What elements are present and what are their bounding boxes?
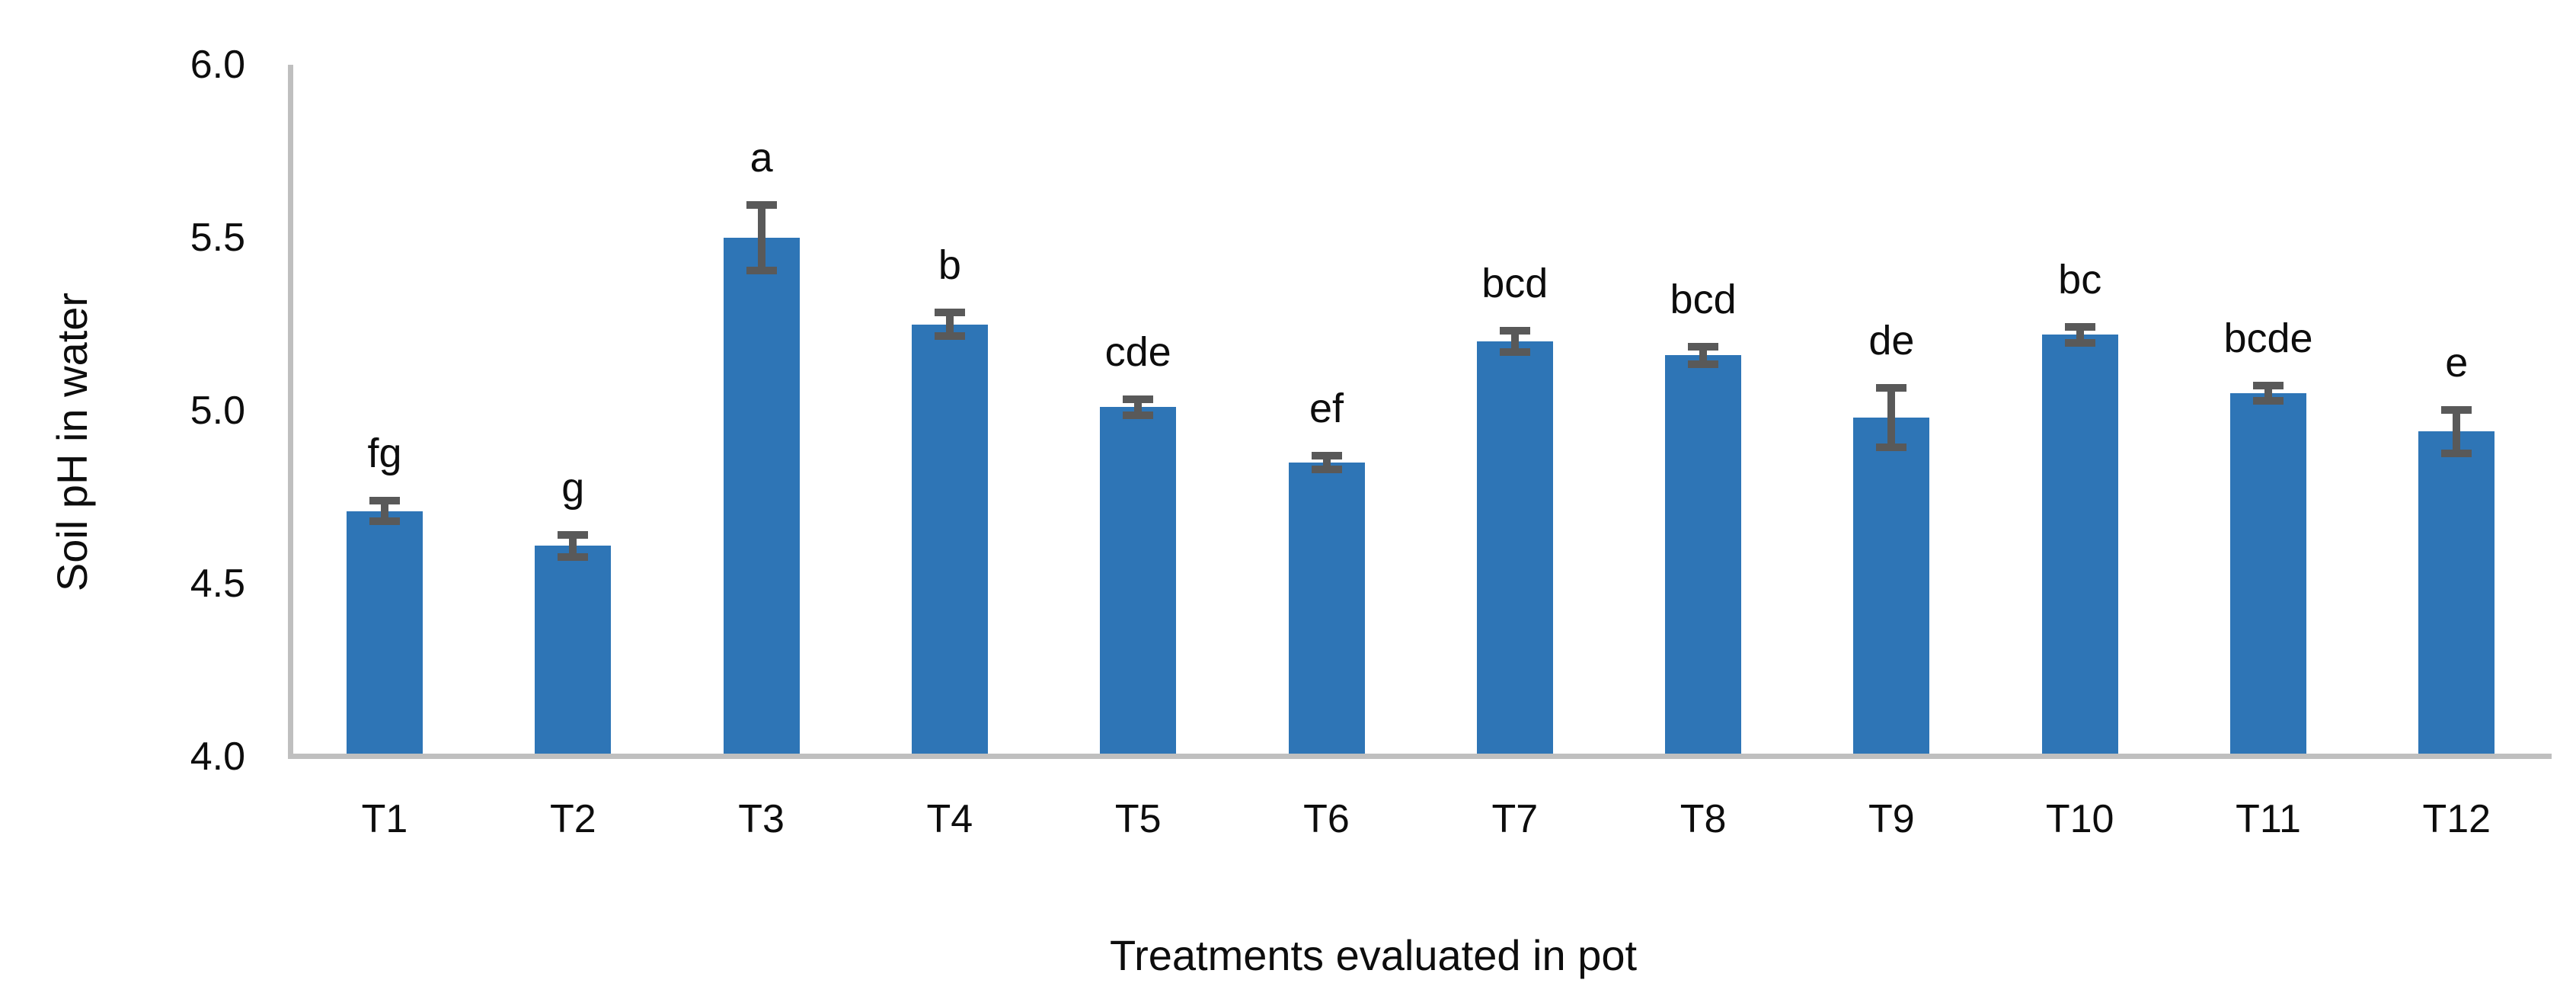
error-bar-cap bbox=[369, 497, 400, 505]
error-bar-t10 bbox=[2076, 326, 2084, 343]
error-bar-cap bbox=[558, 530, 589, 539]
significance-letter-t1: fg bbox=[367, 431, 402, 477]
error-bar-cap bbox=[934, 309, 965, 317]
error-bar-cap bbox=[2253, 397, 2284, 405]
error-bar-t9 bbox=[1887, 388, 1896, 447]
error-bar-t11 bbox=[2264, 386, 2272, 402]
x-tick-label-t6: T6 bbox=[1303, 797, 1350, 841]
bar-t10 bbox=[2041, 335, 2118, 757]
error-bar-cap bbox=[2064, 322, 2095, 331]
x-tick-label-t3: T3 bbox=[738, 797, 785, 841]
x-tick-label-t12: T12 bbox=[2422, 797, 2491, 841]
error-bar-cap bbox=[2441, 405, 2472, 414]
bar-t7 bbox=[1476, 341, 1553, 757]
bar-t6 bbox=[1288, 463, 1365, 757]
y-tick-label: 5.0 bbox=[190, 389, 245, 433]
error-bar-cap bbox=[1876, 384, 1907, 392]
error-bar-cap bbox=[1311, 466, 1342, 474]
error-bar-cap bbox=[1499, 348, 1530, 357]
x-tick-label-t7: T7 bbox=[1491, 797, 1539, 841]
y-tick-label: 5.5 bbox=[190, 216, 245, 260]
y-tick-label: 6.0 bbox=[190, 43, 245, 87]
x-tick-label-t10: T10 bbox=[2045, 797, 2114, 841]
error-bar-cap bbox=[746, 266, 777, 274]
significance-letter-t12: e bbox=[2445, 339, 2469, 386]
error-bar-cap bbox=[1688, 360, 1719, 369]
y-tick-label: 4.0 bbox=[190, 735, 245, 779]
error-bar-t2 bbox=[569, 534, 577, 557]
significance-letter-t9: de bbox=[1868, 318, 1915, 364]
x-tick-label-t2: T2 bbox=[549, 797, 596, 841]
significance-letter-t11: bcde bbox=[2223, 315, 2313, 362]
significance-letter-t3: a bbox=[749, 135, 773, 181]
error-bar-t3 bbox=[757, 205, 765, 271]
bar-t8 bbox=[1665, 355, 1742, 757]
x-tick-label-t11: T11 bbox=[2236, 797, 2301, 841]
significance-letter-t6: ef bbox=[1309, 386, 1344, 432]
error-bar-t1 bbox=[381, 501, 388, 522]
error-bar-cap bbox=[2253, 382, 2284, 390]
y-axis-line bbox=[288, 65, 293, 759]
error-bar-cap bbox=[1499, 327, 1530, 335]
bar-t5 bbox=[1100, 407, 1177, 757]
error-bar-cap bbox=[2064, 338, 2095, 347]
x-tick-label-t8: T8 bbox=[1680, 797, 1727, 841]
error-bar-t12 bbox=[2453, 409, 2461, 453]
error-bar-cap bbox=[1123, 395, 1154, 404]
bar-t12 bbox=[2418, 431, 2495, 757]
x-tick-label-t4: T4 bbox=[926, 797, 973, 841]
error-bar-cap bbox=[369, 517, 400, 526]
error-bar-cap bbox=[934, 331, 965, 340]
bar-t4 bbox=[911, 324, 988, 757]
error-bar-t4 bbox=[945, 312, 954, 336]
x-axis-title: Treatments evaluated in pot bbox=[1109, 931, 1638, 979]
error-bar-t6 bbox=[1322, 456, 1331, 470]
error-bar-t5 bbox=[1134, 399, 1143, 415]
error-bar-t7 bbox=[1510, 331, 1519, 353]
x-axis-line bbox=[288, 754, 2552, 759]
significance-letter-t7: bcd bbox=[1481, 261, 1548, 307]
x-tick-label-t1: T1 bbox=[361, 797, 408, 841]
significance-letter-t2: g bbox=[561, 464, 585, 511]
error-bar-cap bbox=[1688, 342, 1719, 351]
x-tick-label-t5: T5 bbox=[1114, 797, 1162, 841]
bar-t2 bbox=[535, 546, 612, 757]
y-tick-label: 4.5 bbox=[190, 562, 245, 606]
error-bar-cap bbox=[1311, 452, 1342, 460]
error-bar-t8 bbox=[1699, 346, 1708, 365]
x-tick-label-t9: T9 bbox=[1868, 797, 1915, 841]
error-bar-cap bbox=[558, 552, 589, 561]
significance-letter-t5: cde bbox=[1104, 329, 1171, 376]
bar-t11 bbox=[2230, 393, 2306, 757]
bar-t1 bbox=[347, 511, 423, 757]
significance-letter-t8: bcd bbox=[1670, 276, 1737, 322]
bar-t3 bbox=[723, 238, 800, 757]
error-bar-cap bbox=[746, 201, 777, 210]
error-bar-cap bbox=[1876, 443, 1907, 451]
significance-letter-t10: bc bbox=[2058, 256, 2102, 303]
error-bar-cap bbox=[2441, 449, 2472, 457]
significance-letter-t4: b bbox=[938, 242, 961, 289]
bar-t9 bbox=[1853, 418, 1930, 757]
error-bar-cap bbox=[1123, 411, 1154, 419]
